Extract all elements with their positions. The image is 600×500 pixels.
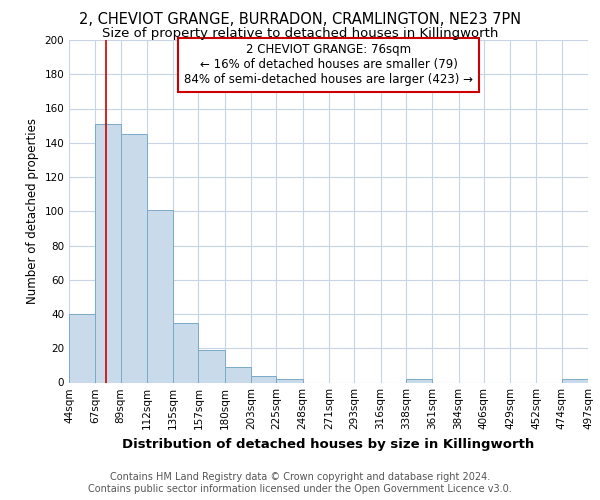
Text: 2, CHEVIOT GRANGE, BURRADON, CRAMLINGTON, NE23 7PN: 2, CHEVIOT GRANGE, BURRADON, CRAMLINGTON… <box>79 12 521 28</box>
Text: Size of property relative to detached houses in Killingworth: Size of property relative to detached ho… <box>102 28 498 40</box>
Bar <box>199 350 225 382</box>
Bar <box>173 322 199 382</box>
Bar <box>406 379 432 382</box>
Bar <box>277 379 303 382</box>
Bar <box>95 124 121 382</box>
Bar <box>251 376 277 382</box>
X-axis label: Distribution of detached houses by size in Killingworth: Distribution of detached houses by size … <box>122 438 535 451</box>
Bar <box>69 314 95 382</box>
Bar <box>121 134 147 382</box>
Text: Contains HM Land Registry data © Crown copyright and database right 2024.
Contai: Contains HM Land Registry data © Crown c… <box>88 472 512 494</box>
Bar <box>562 379 588 382</box>
Bar <box>147 210 173 382</box>
Text: 2 CHEVIOT GRANGE: 76sqm
← 16% of detached houses are smaller (79)
84% of semi-de: 2 CHEVIOT GRANGE: 76sqm ← 16% of detache… <box>184 44 473 86</box>
Bar <box>225 367 251 382</box>
Y-axis label: Number of detached properties: Number of detached properties <box>26 118 39 304</box>
